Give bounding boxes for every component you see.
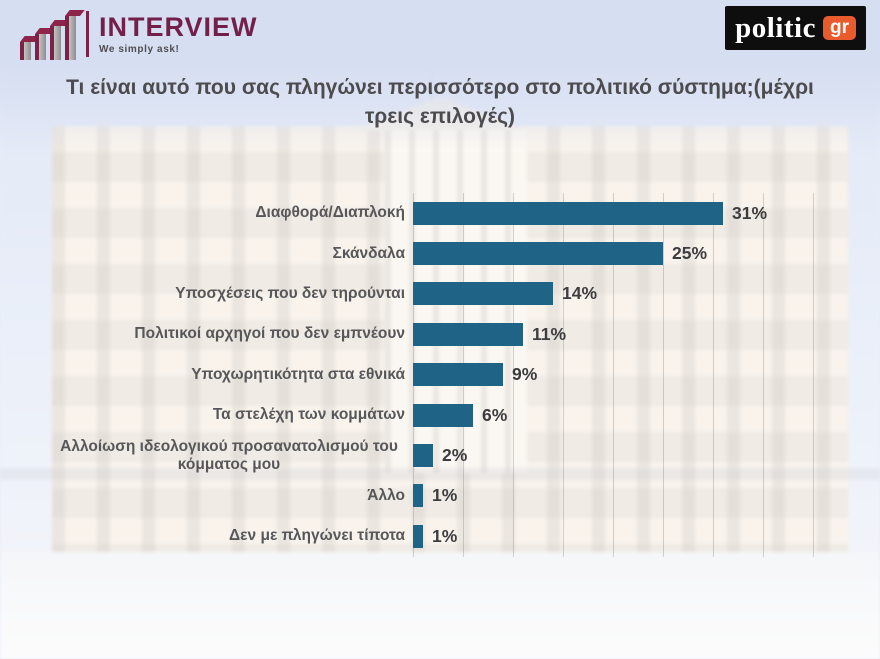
bar-row: Τα στελέχη των κομμάτων 6% xyxy=(0,395,880,435)
bar-category-label: Σκάνδαλα xyxy=(332,244,405,262)
bar xyxy=(413,282,553,306)
bar-row: Σκάνδαλα 25% xyxy=(0,233,880,273)
bar xyxy=(413,363,503,387)
bar-category-label: Πολιτικοί αρχηγοί που δεν εμπνέουν xyxy=(134,325,405,343)
bar-value-label: 11% xyxy=(532,323,567,344)
bar-label-cell: Υποχωρητικότητα στα εθνικά xyxy=(0,366,405,384)
bar-label-cell: Αλλοίωση ιδεολογικού προσανατολισμού του… xyxy=(0,438,405,474)
bar-label-cell: Πολιτικοί αρχηγοί που δεν εμπνέουν xyxy=(0,325,405,343)
bar-label-cell: Σκάνδαλα xyxy=(0,245,405,263)
bar xyxy=(413,444,433,468)
bar-label-cell: Τα στελέχη των κομμάτων xyxy=(0,406,405,424)
bar-row: Δεν με πληγώνει τίποτα 1% xyxy=(0,516,880,556)
fence-band xyxy=(0,468,880,480)
interview-logo-tagline: We simply ask! xyxy=(99,43,180,55)
bar-row: Διαφθορά/Διαπλοκή 31% xyxy=(0,193,880,233)
bar-icon-segment xyxy=(50,26,61,60)
bar xyxy=(413,524,423,548)
bar xyxy=(413,201,723,225)
bar-value-label: 2% xyxy=(442,445,468,466)
bar-icon-segment xyxy=(20,42,31,60)
bar-category-label: Διαφθορά/Διαπλοκή xyxy=(255,204,405,222)
bar-row: Υποχωρητικότητα στα εθνικά 9% xyxy=(0,355,880,395)
bar-value-label: 6% xyxy=(482,404,508,425)
bar xyxy=(413,403,473,427)
bar-value-label: 14% xyxy=(562,283,598,304)
interview-logo-name: INTERVIEW xyxy=(99,11,258,42)
bar-category-label: Δεν με πληγώνει τίποτα xyxy=(229,527,405,545)
bar-category-label: Αλλοίωση ιδεολογικού προσανατολισμού του… xyxy=(60,437,398,473)
bar-label-cell: Διαφθορά/Διαπλοκή xyxy=(0,204,405,222)
politic-logo-name: politic xyxy=(735,11,816,44)
bar-row: Αλλοίωση ιδεολογικού προσανατολισμού του… xyxy=(0,435,880,475)
chart-title: Τι είναι αυτό που σας πληγώνει περισσότε… xyxy=(66,76,814,128)
bar-value-label: 9% xyxy=(512,364,538,385)
bar xyxy=(413,322,523,346)
bar-value-label: 1% xyxy=(432,485,458,506)
bar-label-cell: Δεν με πληγώνει τίποτα xyxy=(0,527,405,545)
bar-category-label: Τα στελέχη των κομμάτων xyxy=(212,406,405,424)
bar-chart-icon xyxy=(20,8,76,60)
interview-logo: INTERVIEW We simply ask! xyxy=(20,8,258,60)
interview-logo-text: INTERVIEW We simply ask! xyxy=(99,11,258,55)
politic-gr-badge: gr xyxy=(823,15,856,41)
bar-value-label: 1% xyxy=(432,525,458,546)
bar-label-cell: Υποσχέσεις που δεν τηρούνται xyxy=(0,285,405,303)
bar-label-cell: Άλλο xyxy=(0,487,405,505)
logo-divider xyxy=(86,11,89,57)
bar-row: Υποσχέσεις που δεν τηρούνται 14% xyxy=(0,274,880,314)
bar-row: Άλλο 1% xyxy=(0,476,880,516)
bar-icon-segment xyxy=(65,16,76,60)
bar xyxy=(413,484,423,508)
bar-chart: Διαφθορά/Διαπλοκή 31% Σκάνδαλα 25% Υποσχ… xyxy=(0,193,880,557)
bar-category-label: Υποχωρητικότητα στα εθνικά xyxy=(191,365,405,383)
bar-row: Πολιτικοί αρχηγοί που δεν εμπνέουν 11% xyxy=(0,314,880,354)
bar-category-label: Άλλο xyxy=(367,487,405,505)
plaza-foreground xyxy=(0,552,880,659)
bar-value-label: 31% xyxy=(732,202,768,223)
bar-category-label: Υποσχέσεις που δεν τηρούνται xyxy=(175,285,405,303)
bar-value-label: 25% xyxy=(672,243,708,264)
politic-gr-logo: politic gr xyxy=(725,6,866,50)
bar xyxy=(413,242,663,266)
bar-icon-segment xyxy=(35,34,46,60)
